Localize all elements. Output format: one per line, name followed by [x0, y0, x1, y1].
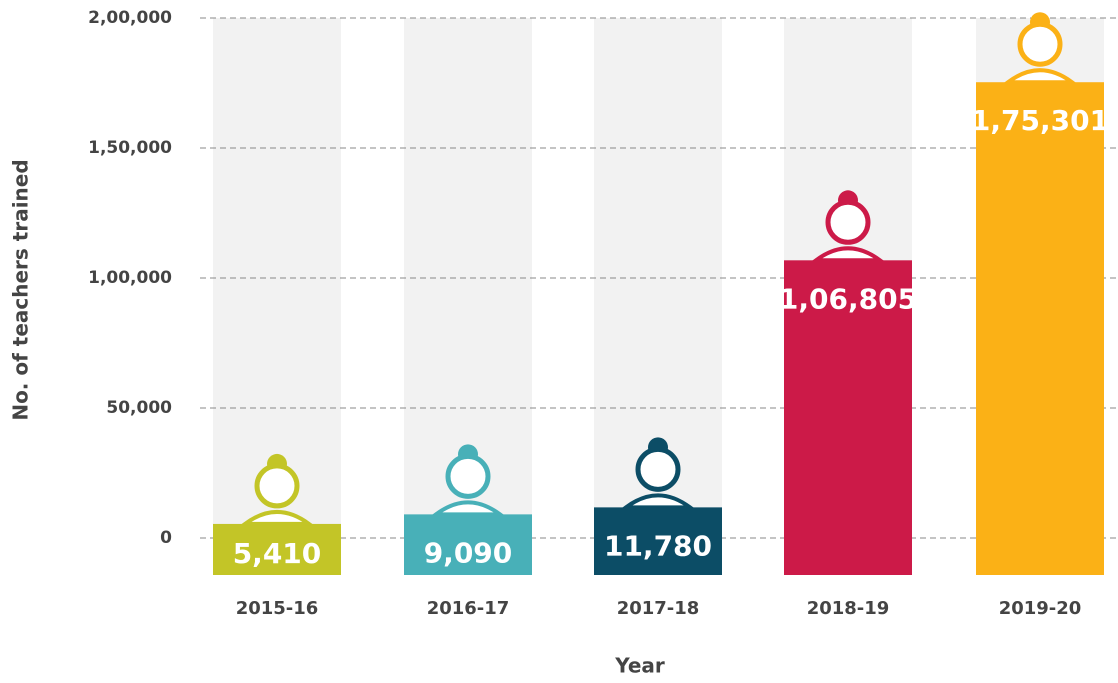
- bar-base: [213, 538, 341, 575]
- avatar-body: [429, 500, 507, 517]
- bar: [784, 260, 912, 538]
- bar-base: [784, 538, 912, 575]
- value-label: 5,410: [233, 537, 322, 570]
- avatar-head: [825, 199, 871, 245]
- x-tick-label: 2016-17: [427, 598, 510, 619]
- bar: [594, 507, 722, 538]
- avatar-body: [1001, 68, 1079, 85]
- y-tick-label: 1,00,000: [88, 268, 172, 288]
- value-label: 1,06,805: [779, 282, 917, 315]
- x-tick-label: 2019-20: [999, 598, 1082, 619]
- bar-base: [976, 538, 1104, 575]
- y-tick-label: 1,50,000: [88, 138, 172, 158]
- avatar-head: [254, 463, 300, 509]
- avatar-body: [809, 246, 887, 263]
- x-tick-label: 2015-16: [236, 598, 319, 619]
- avatar-body: [619, 493, 697, 510]
- avatar-head: [635, 446, 681, 492]
- y-tick-label: 2,00,000: [88, 8, 172, 28]
- x-tick-label: 2017-18: [617, 598, 700, 619]
- y-axis-title: No. of teachers trained: [9, 159, 33, 420]
- x-axis-title: Year: [614, 654, 665, 678]
- avatar-body: [238, 510, 316, 526]
- bar: [404, 514, 532, 538]
- value-label: 1,75,301: [971, 104, 1109, 137]
- y-tick-label: 50,000: [106, 398, 172, 418]
- avatar-head: [445, 453, 491, 499]
- bar: [976, 82, 1104, 538]
- avatar-head: [1017, 21, 1063, 67]
- bar-base: [594, 538, 722, 575]
- y-tick-label: 0: [160, 528, 172, 548]
- value-label: 11,780: [604, 529, 712, 562]
- x-tick-label: 2018-19: [807, 598, 890, 619]
- bar-base: [404, 538, 532, 575]
- value-label: 9,090: [424, 536, 513, 569]
- bar: [213, 523, 341, 538]
